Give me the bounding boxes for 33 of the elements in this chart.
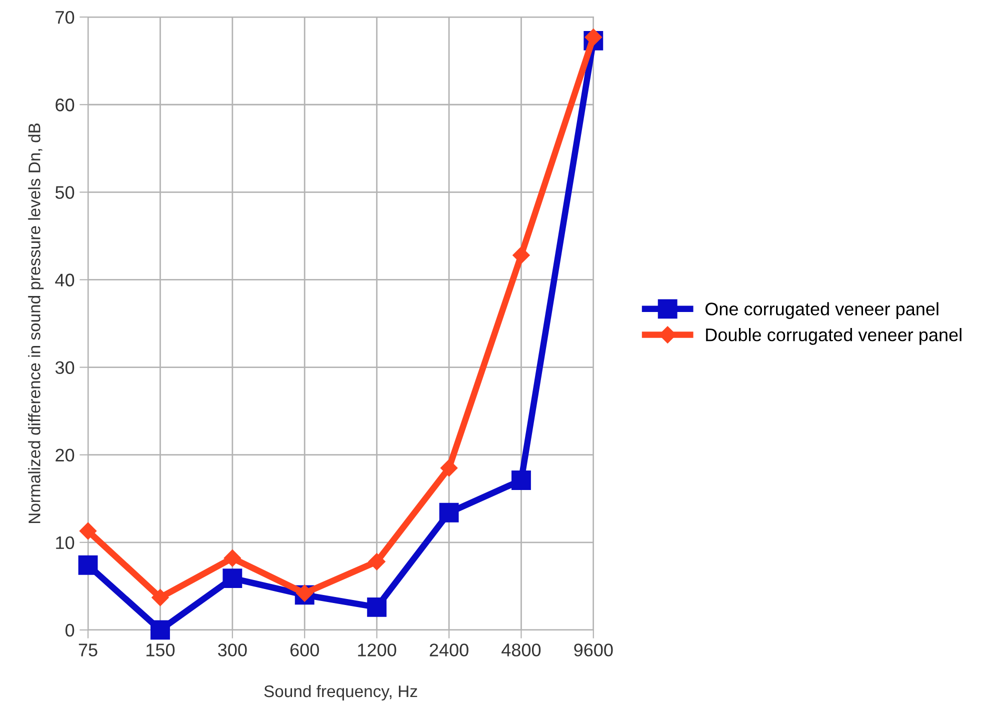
x-tick-label: 150 (146, 644, 175, 656)
point (511, 470, 531, 490)
point (512, 246, 530, 264)
point (78, 555, 98, 575)
point (150, 620, 170, 640)
y-axis-title: Normalized difference in sound pressure levels Dn, dB (28, 123, 44, 524)
point (367, 597, 387, 617)
x-tick-label: 600 (290, 644, 319, 656)
y-tick-label: 40 (55, 274, 74, 286)
y-tick-label: 10 (56, 536, 74, 550)
x-tick-label: 1200 (358, 644, 396, 656)
y-tick-label: 0 (65, 624, 74, 637)
point (79, 522, 97, 540)
point (440, 459, 458, 477)
point (368, 553, 386, 570)
x-tick-label: 4800 (502, 644, 541, 656)
point (224, 550, 241, 567)
x-tick-label: 75 (78, 644, 98, 656)
legend-label: Double corrugated veneer panel (706, 328, 962, 345)
y-tick-label: 50 (55, 186, 74, 199)
point (222, 568, 242, 588)
legend-label: One corrugated veneer panel (705, 302, 938, 319)
point (152, 589, 169, 606)
y-tick-label: 60 (56, 98, 74, 112)
x-tick-label: 300 (218, 644, 247, 656)
x-tick-label: 2400 (430, 644, 468, 656)
y-tick-label: 30 (55, 361, 74, 374)
y-tick-label: 70 (56, 11, 74, 24)
point (439, 502, 459, 522)
x-tick-label: 9600 (574, 644, 613, 656)
y-tick-label: 20 (56, 448, 74, 462)
x-axis-title: Sound frequency, Hz (264, 684, 418, 701)
point (584, 28, 602, 46)
